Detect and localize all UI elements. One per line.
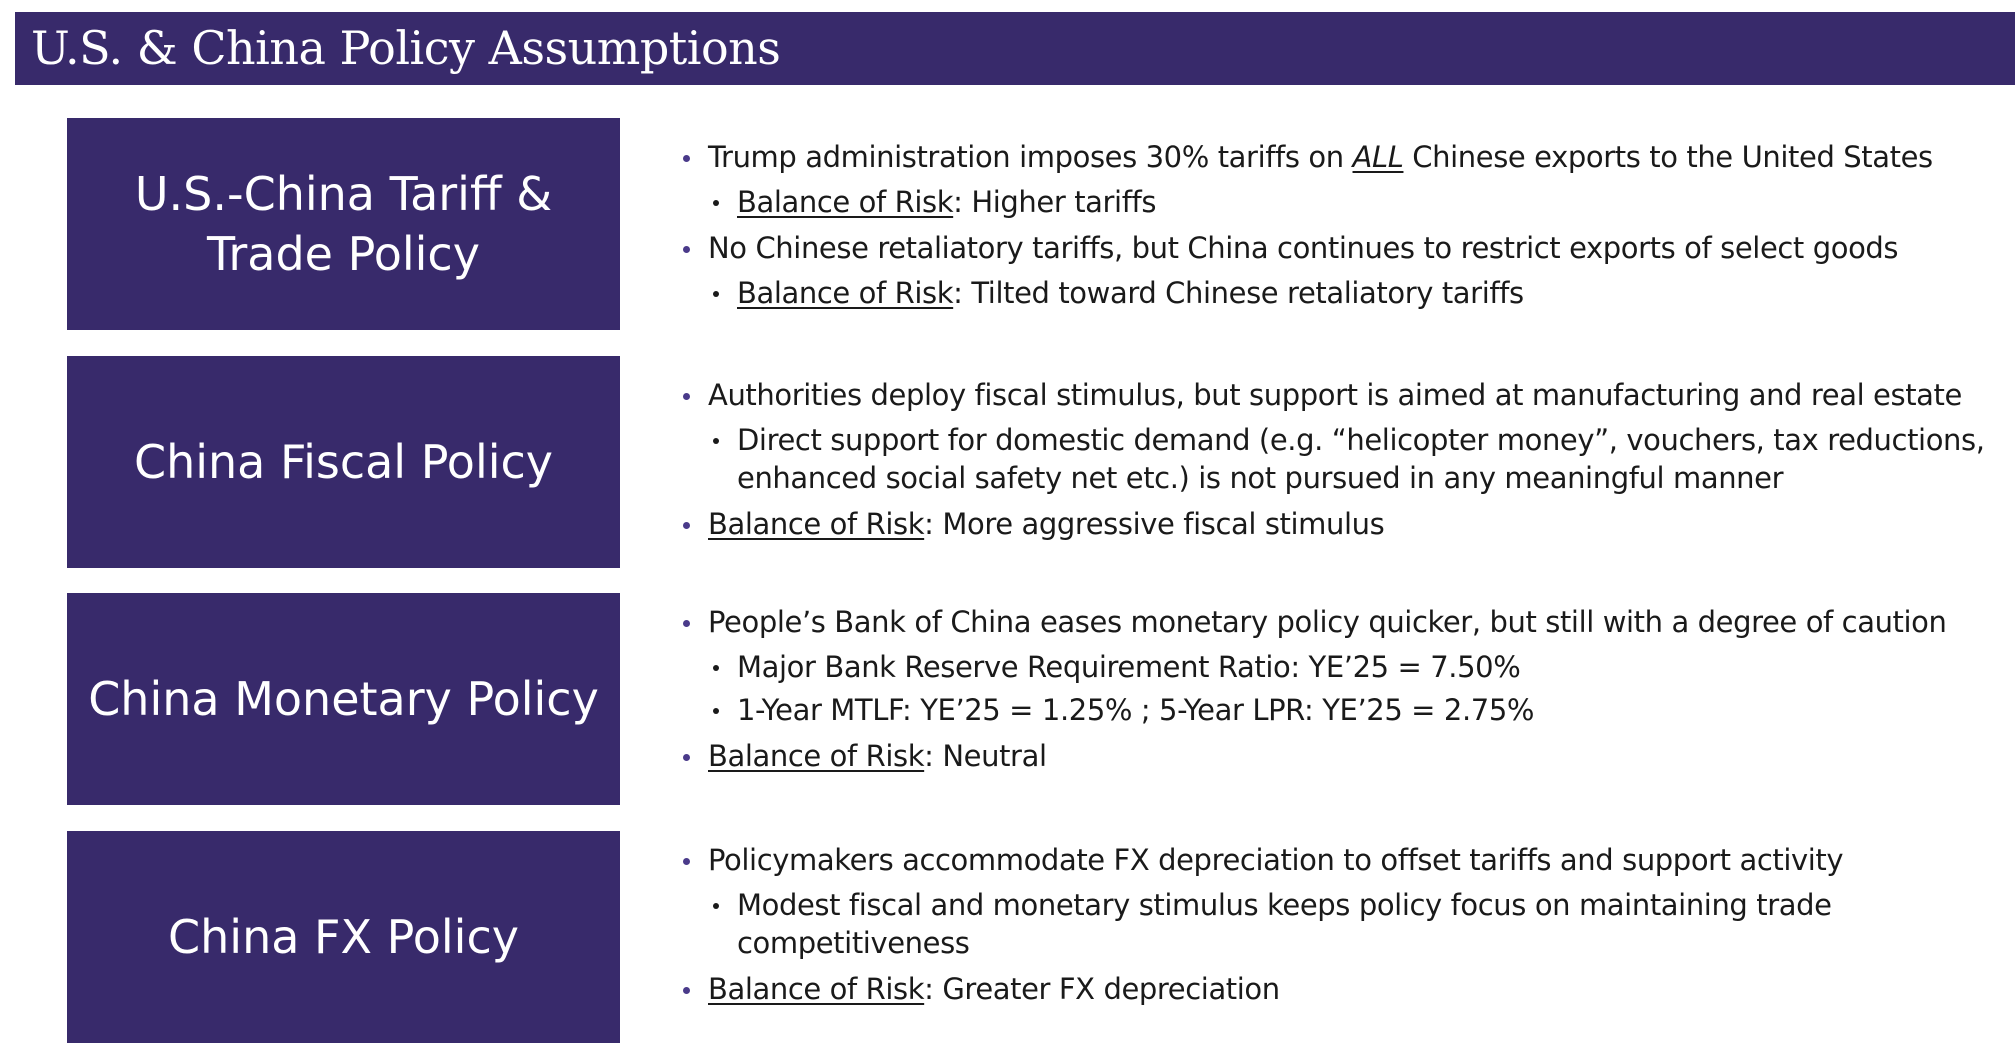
sub-bullet-dot-icon — [713, 665, 719, 671]
bullet-item: Trump administration imposes 30% tariffs… — [683, 138, 1988, 183]
bullet-item: Balance of Risk: Greater FX depreciation — [683, 970, 1988, 1015]
bullet-list: Policymakers accommodate FX depreciation… — [683, 841, 1988, 1015]
bullet-item: Authorities deploy fiscal stimulus, but … — [683, 376, 1988, 421]
bullet-dot-icon — [683, 393, 690, 400]
bullet-item: People’s Bank of China eases monetary po… — [683, 603, 1988, 648]
sub-bullet-dot-icon — [713, 200, 719, 206]
header-bar: U.S. & China Policy Assumptions — [15, 12, 2015, 85]
sub-bullet-dot-icon — [713, 438, 719, 444]
sub-bullet-item: Balance of Risk: Tilted toward Chinese r… — [708, 274, 1988, 319]
bullet-dot-icon — [683, 620, 690, 627]
sub-bullet-dot-icon — [713, 903, 719, 909]
sub-bullet-continuation: competitiveness — [737, 926, 970, 960]
bullet-dot-icon — [683, 155, 690, 162]
bullet-dot-icon — [683, 246, 690, 253]
section-label-line1: U.S.-China Tariff & — [134, 167, 553, 221]
sub-bullet-continuation: enhanced social safety net etc.) is not … — [737, 461, 1784, 495]
sub-bullet-dot-icon — [713, 291, 719, 297]
bullet-item: No Chinese retaliatory tariffs, but Chin… — [683, 229, 1988, 274]
bullet-dot-icon — [683, 522, 690, 529]
section-label-box: U.S.-China Tariff & Trade Policy — [67, 118, 620, 330]
page-title: U.S. & China Policy Assumptions — [31, 21, 781, 75]
section-label-line1: China Fiscal Policy — [133, 435, 554, 489]
sub-bullet-item: Direct support for domestic demand (e.g.… — [708, 421, 1988, 459]
sub-bullet-item: Balance of Risk: Higher tariffs — [708, 183, 1988, 229]
section-label-box: China FX Policy — [67, 831, 620, 1043]
sub-bullet-item: Major Bank Reserve Requirement Ratio: YE… — [708, 648, 1988, 691]
bullet-item: Balance of Risk: More aggressive fiscal … — [683, 505, 1988, 550]
bullet-item: Balance of Risk: Neutral — [683, 737, 1988, 782]
section-label-box: China Fiscal Policy — [67, 356, 620, 568]
section-label-line1: China FX Policy — [168, 910, 519, 964]
sub-bullet-item: 1-Year MTLF: YE’25 = 1.25% ; 5-Year LPR:… — [708, 691, 1988, 737]
section-label-box: China Monetary Policy — [67, 593, 620, 805]
bullet-list: People’s Bank of China eases monetary po… — [683, 603, 1988, 782]
bullet-dot-icon — [683, 754, 690, 761]
section-label-line2: Trade Policy — [207, 227, 480, 281]
bullet-dot-icon — [683, 987, 690, 994]
section-label-line1: China Monetary Policy — [88, 672, 599, 726]
sub-bullet-item: Modest fiscal and monetary stimulus keep… — [708, 886, 1988, 924]
bullet-list: Authorities deploy fiscal stimulus, but … — [683, 376, 1988, 550]
sub-bullet-dot-icon — [713, 708, 719, 714]
bullet-item: Policymakers accommodate FX depreciation… — [683, 841, 1988, 886]
bullet-dot-icon — [683, 858, 690, 865]
bullet-list: Trump administration imposes 30% tariffs… — [683, 138, 1988, 319]
